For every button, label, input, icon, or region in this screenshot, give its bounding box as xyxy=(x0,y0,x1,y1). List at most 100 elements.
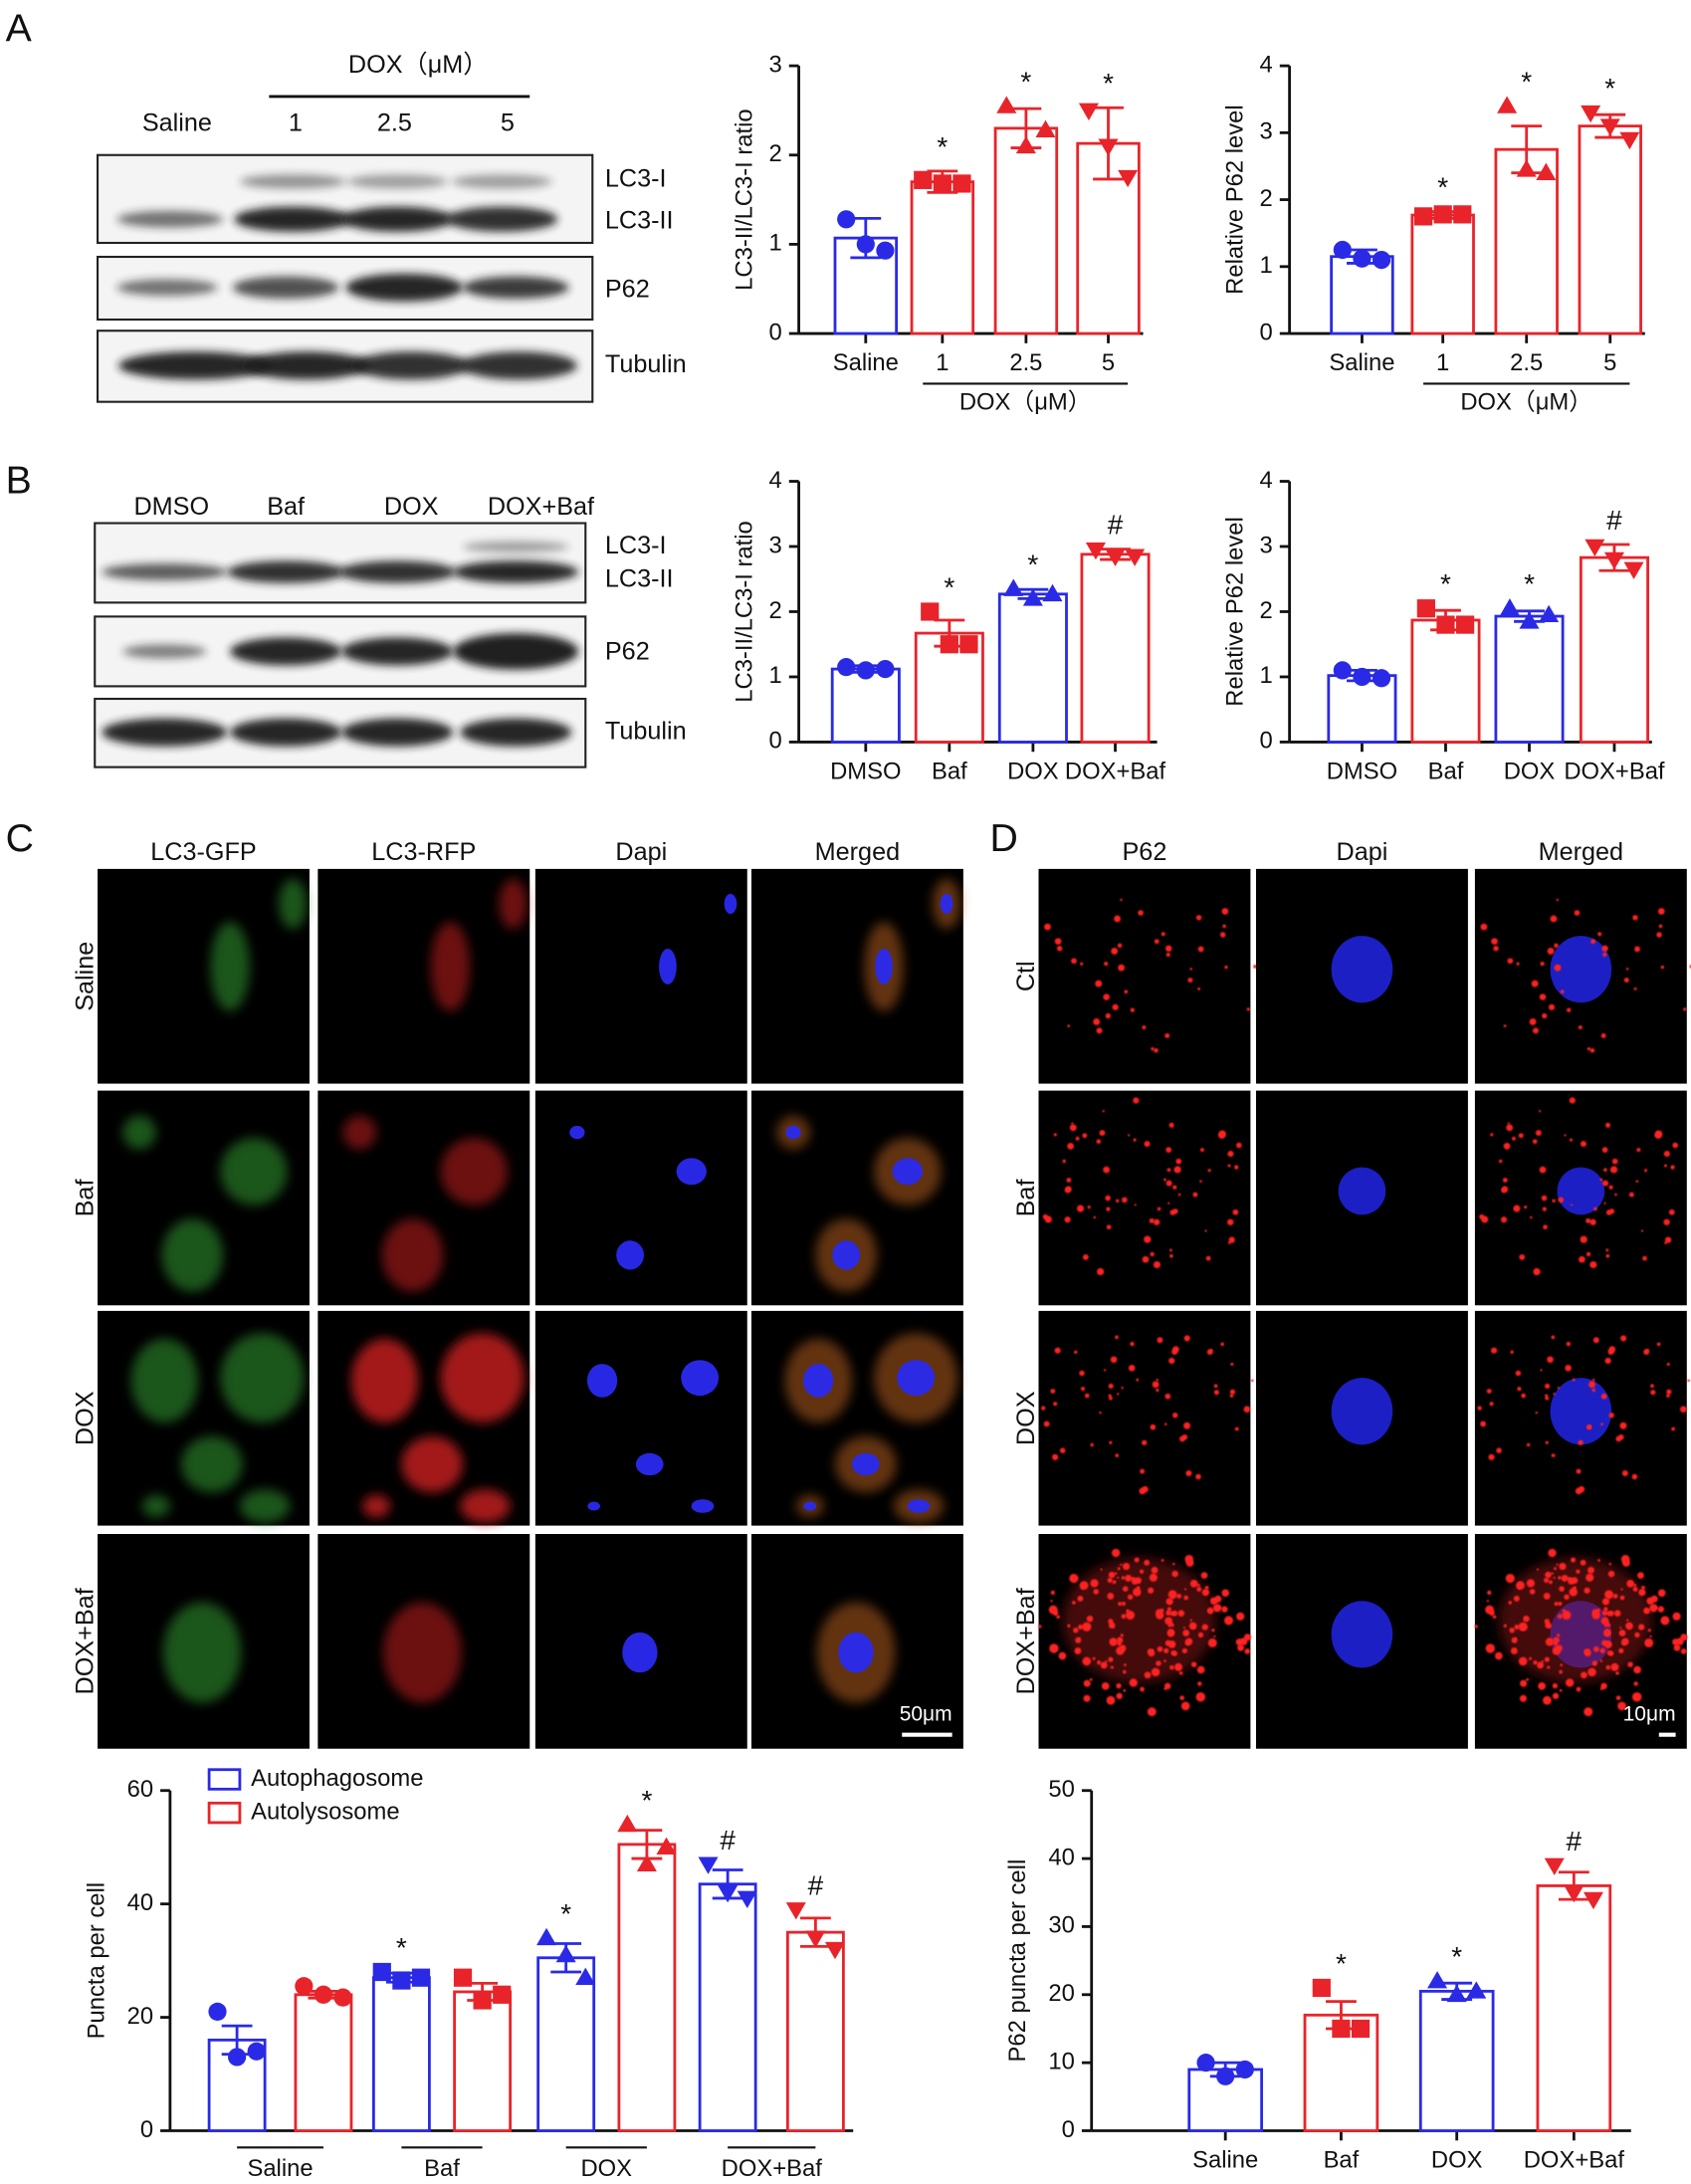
puncta xyxy=(1142,1025,1147,1030)
puncta xyxy=(1637,1572,1644,1580)
puncta xyxy=(1489,1402,1494,1407)
puncta xyxy=(1540,961,1545,967)
micrograph-panel xyxy=(750,1090,963,1306)
significance-label: * xyxy=(1103,68,1114,99)
puncta xyxy=(1549,1580,1553,1585)
puncta xyxy=(1140,1686,1145,1692)
puncta xyxy=(1643,1169,1648,1173)
puncta xyxy=(1632,915,1638,921)
puncta xyxy=(1500,1216,1508,1223)
puncta xyxy=(1049,1643,1059,1653)
puncta xyxy=(1521,1393,1527,1399)
puncta xyxy=(1480,923,1488,931)
puncta xyxy=(1635,1180,1639,1184)
data-point xyxy=(1372,250,1391,270)
x-tick-label: Baf xyxy=(424,2155,460,2182)
row-label: DOX+Baf xyxy=(71,1587,99,1694)
puncta xyxy=(1117,1567,1121,1571)
puncta xyxy=(1243,1634,1252,1641)
y-tick-label: 3 xyxy=(1260,532,1273,558)
puncta xyxy=(1680,1634,1688,1641)
puncta xyxy=(1672,1142,1679,1149)
puncta xyxy=(1188,1622,1197,1631)
puncta xyxy=(1551,1572,1554,1575)
lane-label: Saline xyxy=(142,109,212,137)
x-tick-label: Saline xyxy=(247,2155,313,2182)
data-point xyxy=(1539,604,1560,623)
puncta xyxy=(1164,945,1172,952)
puncta xyxy=(1182,1627,1186,1630)
puncta xyxy=(1492,1615,1497,1620)
data-point xyxy=(805,1930,826,1948)
data-point xyxy=(1022,588,1043,606)
puncta xyxy=(1610,1168,1614,1172)
puncta xyxy=(1619,1595,1625,1601)
puncta xyxy=(1075,1136,1080,1141)
puncta xyxy=(1618,1647,1624,1653)
puncta xyxy=(1116,1682,1122,1689)
puncta xyxy=(1591,1660,1598,1666)
puncta xyxy=(1172,1650,1177,1656)
puncta xyxy=(1589,1218,1596,1225)
puncta xyxy=(1621,1470,1628,1477)
puncta xyxy=(1580,1141,1586,1148)
puncta xyxy=(1554,1567,1558,1571)
puncta xyxy=(1562,1611,1572,1621)
micrograph-panel xyxy=(1255,1090,1468,1306)
puncta xyxy=(1611,1158,1618,1165)
bar xyxy=(785,1930,845,2132)
puncta xyxy=(1178,1671,1183,1675)
puncta xyxy=(1213,1390,1219,1396)
lane-label: DOX xyxy=(384,493,439,521)
puncta xyxy=(1201,1624,1208,1631)
cell xyxy=(210,922,250,1011)
puncta xyxy=(1528,1656,1532,1660)
puncta xyxy=(1224,965,1228,970)
puncta xyxy=(1607,1570,1615,1578)
y-axis-label: LC3-II/LC3-I ratio xyxy=(732,109,758,291)
data-point xyxy=(247,2042,266,2061)
puncta xyxy=(1121,1576,1126,1580)
legend-swatch xyxy=(207,1801,242,1825)
x-tick-label: 5 xyxy=(1603,349,1616,376)
data-point xyxy=(1416,599,1435,618)
cell xyxy=(122,1115,156,1150)
data-point xyxy=(473,1991,492,2010)
puncta xyxy=(1147,1707,1157,1717)
data-point xyxy=(1516,159,1537,177)
significance-label: * xyxy=(560,1898,571,1929)
cell xyxy=(279,878,308,930)
data-point xyxy=(295,1977,314,1996)
puncta xyxy=(1181,1647,1187,1653)
puncta xyxy=(1554,943,1559,949)
puncta xyxy=(1108,1394,1112,1398)
puncta xyxy=(1544,1383,1551,1390)
puncta xyxy=(1671,1426,1676,1431)
puncta xyxy=(1545,1440,1549,1444)
significance-label: * xyxy=(1451,1941,1462,1972)
cell-haze xyxy=(1498,1557,1652,1683)
x-tick-label: 2.5 xyxy=(1510,349,1543,376)
puncta xyxy=(1228,1236,1235,1243)
micrograph-background xyxy=(534,1090,747,1306)
puncta xyxy=(1618,1630,1626,1637)
puncta xyxy=(1657,908,1665,915)
puncta xyxy=(1517,1387,1522,1392)
puncta xyxy=(1090,1442,1094,1447)
puncta xyxy=(1638,1624,1645,1631)
data-point xyxy=(1603,551,1624,570)
puncta xyxy=(1120,898,1123,902)
puncta xyxy=(1165,953,1170,958)
micrograph-panel xyxy=(1038,1534,1252,1749)
cell xyxy=(181,1435,243,1492)
row-label: DOX xyxy=(1012,1391,1040,1445)
puncta xyxy=(1666,1362,1670,1367)
puncta xyxy=(1134,1557,1140,1563)
puncta xyxy=(1663,1218,1670,1225)
puncta xyxy=(1149,1217,1155,1223)
puncta xyxy=(1645,1349,1649,1353)
data-point xyxy=(228,2048,247,2067)
puncta xyxy=(1553,1640,1559,1646)
